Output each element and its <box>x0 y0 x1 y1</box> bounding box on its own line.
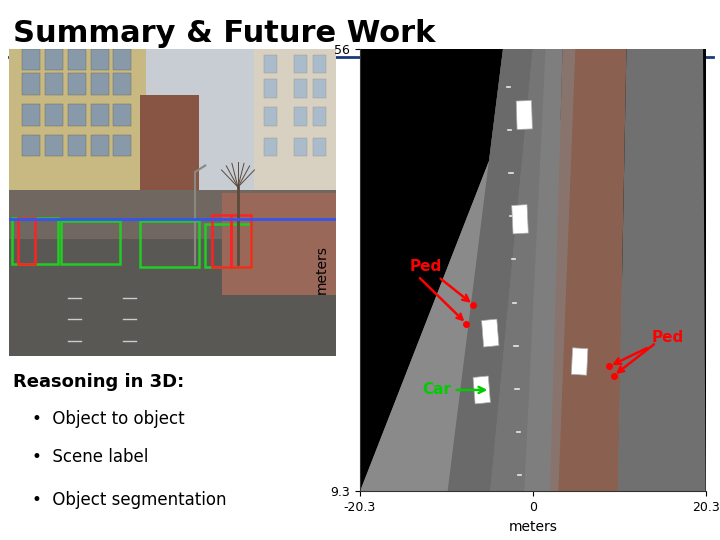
Polygon shape <box>448 49 533 491</box>
Bar <box>222 193 336 295</box>
Polygon shape <box>512 205 528 234</box>
Bar <box>68 73 86 95</box>
Bar <box>140 95 199 233</box>
Bar <box>294 79 307 98</box>
Bar <box>68 49 86 70</box>
X-axis label: meters: meters <box>508 519 557 534</box>
Text: •  Scene label: • Scene label <box>32 448 149 466</box>
Bar <box>61 221 120 264</box>
Text: •  Object to object: • Object to object <box>32 410 185 428</box>
Bar <box>68 135 86 157</box>
Bar <box>22 73 40 95</box>
Bar <box>68 104 86 126</box>
Bar <box>114 104 132 126</box>
Bar <box>264 55 277 73</box>
Text: Ped: Ped <box>614 330 684 364</box>
Bar <box>205 224 251 267</box>
Bar <box>22 135 40 157</box>
Bar <box>9 190 336 356</box>
Bar <box>231 215 251 267</box>
Polygon shape <box>490 49 562 491</box>
Bar <box>45 104 63 126</box>
Bar <box>22 49 40 70</box>
Bar <box>140 221 199 267</box>
Bar <box>114 135 132 157</box>
Polygon shape <box>524 49 575 491</box>
Bar <box>45 49 63 70</box>
Bar <box>19 218 35 264</box>
Bar <box>12 218 58 264</box>
Bar <box>264 107 277 126</box>
Bar <box>294 138 307 157</box>
Bar <box>91 49 109 70</box>
Bar <box>254 49 336 239</box>
Bar <box>313 138 326 157</box>
Polygon shape <box>360 49 533 491</box>
Bar <box>9 49 336 197</box>
Bar <box>45 73 63 95</box>
Polygon shape <box>572 348 588 375</box>
Polygon shape <box>482 319 499 347</box>
Bar <box>264 79 277 98</box>
Polygon shape <box>360 49 706 491</box>
Bar <box>212 215 231 267</box>
Bar <box>114 49 132 70</box>
Bar <box>114 73 132 95</box>
Bar <box>22 104 40 126</box>
Polygon shape <box>473 376 490 404</box>
Bar <box>9 49 146 264</box>
Bar <box>294 107 307 126</box>
Polygon shape <box>550 49 626 491</box>
Bar <box>264 138 277 157</box>
Polygon shape <box>618 49 706 491</box>
Text: Summary & Future Work: Summary & Future Work <box>13 19 436 48</box>
Y-axis label: meters: meters <box>315 246 329 294</box>
Bar <box>91 135 109 157</box>
Bar <box>91 73 109 95</box>
Bar <box>294 55 307 73</box>
Polygon shape <box>516 100 532 130</box>
Bar <box>313 55 326 73</box>
Text: Car: Car <box>422 382 485 397</box>
Bar <box>313 107 326 126</box>
Text: Ped: Ped <box>410 259 469 301</box>
Text: •  Object segmentation: • Object segmentation <box>32 491 227 509</box>
Text: Reasoning in 3D:: Reasoning in 3D: <box>13 373 184 390</box>
Bar <box>9 239 336 356</box>
Bar <box>313 79 326 98</box>
Bar <box>45 135 63 157</box>
Bar <box>91 104 109 126</box>
